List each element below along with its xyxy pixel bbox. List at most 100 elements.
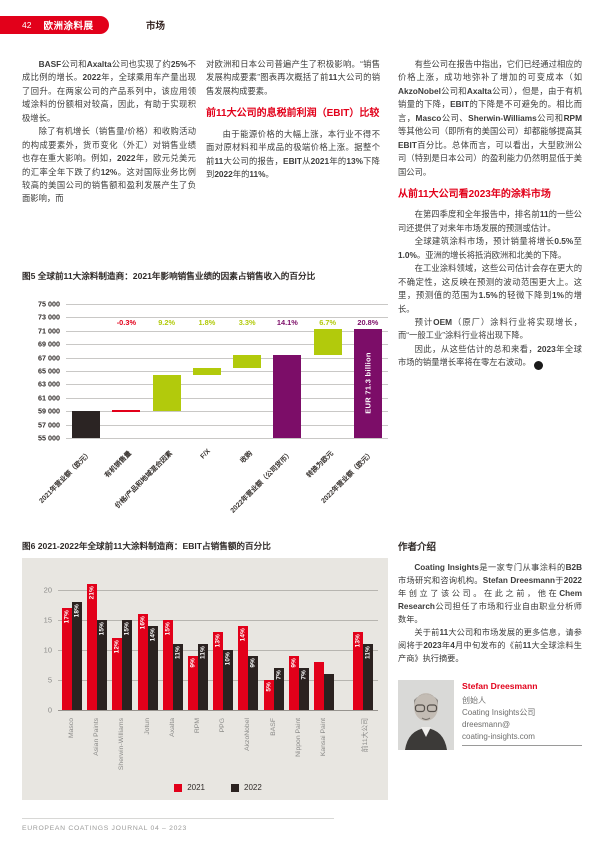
- fig6-xtick-label: BASF: [269, 718, 277, 736]
- fig6-bar-label: 12%: [113, 640, 121, 654]
- fig5-canvas: 75 000 73 000 71 000 69 000 67 000 65 000 63 0…: [22, 288, 388, 515]
- fig6-legend-swatch-2022: [231, 783, 239, 792]
- fig5-gridline: [66, 424, 388, 426]
- end-of-article-icon: ◀: [533, 360, 549, 370]
- paragraph: 在工业涂料领域，这些公司估计会存在更大的不确定性，这反映在预测的波动范围更大上。…: [398, 263, 582, 314]
- fig6-bar-2021: 9%: [188, 656, 198, 710]
- fig5-bar: [112, 410, 141, 413]
- fig5-gridline: [66, 384, 388, 386]
- footer-journal-label: EUROPEAN COATINGS JOURNAL 04 – 2023: [22, 825, 188, 832]
- author-card: Stefan Dreesmann 创始人 Coating Insights公司 …: [398, 679, 582, 750]
- fig6-ytick: 0: [47, 705, 52, 715]
- fig5-ytick: 69 000: [38, 339, 60, 349]
- fig6-bar-2021: 13%: [213, 632, 224, 710]
- paragraph: 全球建筑涂料市场，预计销量将增长0.5%至1.0%。亚洲的增长将抵消欧洲和北美的…: [398, 236, 582, 260]
- fig6-xtick-label: RPM: [194, 718, 201, 734]
- author-email-domain[interactable]: coating-insights.com: [462, 731, 582, 747]
- figure6: 图6 2021-2022年全球前11大涂料制造商：EBIT占销售额的百分比 0 5…: [22, 540, 388, 800]
- fig6-bar-2021: 16%: [137, 614, 148, 710]
- fig5-gridline: [66, 411, 388, 413]
- paragraph: Coating Insights是一家专门从事涂料的B2B市场研究和咨询机构。S…: [398, 563, 582, 624]
- fig6-bar-2022: 7%: [273, 668, 284, 710]
- author-email-user[interactable]: dreesmann@: [462, 720, 511, 730]
- fig5-ytick: 73 000: [38, 312, 60, 322]
- fig5-bar-value-label: EUR 71.3 billion: [363, 352, 373, 415]
- heading-2023-outlook: 从前11大公司看2023年的涂料市场: [398, 188, 551, 200]
- fig6-bar-2021: 14%: [238, 626, 249, 710]
- section-title: 欧洲涂料展: [43, 21, 94, 32]
- fig6-bar-label: 16%: [139, 616, 147, 630]
- footer-rule: [22, 818, 334, 819]
- fig5-gridline: [66, 317, 388, 319]
- fig6-panel: 0 5 10 15 20 17% 18% Masco 21% 15% Asian Paints 12%…: [22, 558, 388, 800]
- fig6-xtick-label: AkzoNobel: [244, 718, 252, 751]
- author-contact: Stefan Dreesmann 创始人 Coating Insights公司 …: [462, 680, 582, 750]
- fig5-bar: [72, 411, 101, 438]
- fig6-bar-label: 13%: [214, 634, 222, 648]
- paragraph: 由于能源价格的大幅上涨，本行业不得不面对原材料和半成品的极端价格上涨。据整个前1…: [206, 128, 380, 180]
- text-column-2: 对欧洲和日本公司普遍产生了积极影响。“销售发展构成要素”图表再次概括了前11大公…: [206, 58, 380, 182]
- fig6-bar-2022: 15%: [122, 620, 133, 710]
- author-heading: 作者介绍: [398, 542, 437, 553]
- fig6-bar-label: 21%: [88, 586, 96, 600]
- author-company: Coating Insights公司: [462, 708, 536, 718]
- fig6-legend: 2021 2022: [58, 783, 378, 792]
- fig6-bar-2022: 11%: [198, 644, 208, 710]
- fig6-bar-2021: 17%: [62, 608, 72, 710]
- fig5-pct-label: 6.7%: [319, 318, 337, 327]
- fig6-bar-label: 7%: [300, 670, 308, 680]
- fig5-bar: [152, 375, 181, 412]
- fig6-canvas: 0 5 10 15 20 17% 18% Masco 21% 15% Asian Paints 12%…: [32, 568, 378, 800]
- fig6-bar-label: 14%: [239, 628, 247, 642]
- text-column-3: 有些公司在报告中指出，它们已经通过相应的价格上涨，成功地弥补了增加的可变成本（如…: [398, 58, 582, 370]
- fig6-legend-label: 2022: [244, 783, 262, 792]
- fig6-xtick-label: Asian Paints: [93, 718, 101, 756]
- author-name: Stefan Dreesmann: [462, 680, 538, 691]
- page-number: 42: [22, 20, 32, 30]
- fig6-bar-label: 9%: [290, 658, 298, 668]
- paragraph: 对欧洲和日本公司普遍产生了积极影响。“销售发展构成要素”图表再次概括了前11大公…: [206, 59, 380, 96]
- fig6-bar-2021: 21%: [87, 584, 98, 710]
- fig6-bar-2021: 13%: [353, 632, 364, 710]
- fig5-ytick: 57 000: [38, 420, 60, 430]
- paragraph: BASF公司和Axalta公司也实现了约25%不成比例的增长。2022年，全球乘…: [22, 59, 196, 123]
- fig6-gridline: [58, 620, 378, 621]
- fig5-ytick: 67 000: [38, 353, 60, 363]
- fig6-xtick-label: Jotun: [143, 718, 151, 735]
- fig6-bar-2021: [314, 662, 324, 710]
- figure6-title: 图6 2021-2022年全球前11大涂料制造商：EBIT占销售额的百分比: [22, 541, 271, 551]
- fig6-legend-label: 2021: [187, 783, 205, 792]
- fig6-bar-2022: 14%: [147, 626, 158, 710]
- fig6-bar-2022: 7%: [298, 668, 309, 710]
- paragraph: 关于前11大公司和市场发展的更多信息，请参阅将于2023年4月中旬发布的《前11…: [398, 627, 582, 663]
- fig5-bar: [192, 367, 221, 375]
- fig6-bar-label: 10%: [224, 652, 232, 666]
- fig6-xtick-label: Nippon Paint: [294, 718, 302, 757]
- fig5-gridline: [66, 397, 388, 399]
- fig5-gridline: [66, 357, 388, 359]
- fig5-pct-label: 20.8%: [357, 318, 379, 327]
- paragraph: 除了有机增长（销售量/价格）和收购活动的构成要素外，货币变化（外汇）对销售业绩也…: [22, 126, 196, 204]
- fig6-xtick-label: PPG: [219, 718, 227, 733]
- fig6-bar-2021: 12%: [112, 638, 123, 710]
- fig6-bar-label: 5%: [265, 682, 273, 692]
- text-column-1: BASF公司和Axalta公司也实现了约25%不成比例的增长。2022年，全球乘…: [22, 58, 196, 206]
- fig6-xtick-label: Kansai Paint: [320, 718, 327, 757]
- fig5-ytick: 61 000: [38, 393, 60, 403]
- fig5-ytick: 71 000: [38, 326, 60, 336]
- fig6-bar-2022: 9%: [248, 656, 259, 710]
- fig6-bar-label: 15%: [164, 622, 172, 636]
- fig6-bar-label: 11%: [174, 646, 182, 660]
- fig6-bar-label: 7%: [275, 670, 283, 680]
- fig6-bar-2021: 5%: [263, 680, 274, 710]
- fig5-ytick: 55 000: [38, 433, 60, 443]
- figure5: 图5 全球前11大涂料制造商：2021年影响销售业绩的因素占销售收入的百分比 7…: [22, 270, 388, 515]
- fig5-bar: [273, 355, 302, 438]
- page-header-badge: 42 欧洲涂料展: [0, 16, 110, 34]
- fig5-ytick: 59 000: [38, 406, 60, 416]
- fig5-pct-label: 14.1%: [276, 318, 298, 327]
- fig5-pct-label: 3.3%: [238, 318, 256, 327]
- fig6-ytick: 5: [47, 675, 52, 685]
- fig6-bar-label: 18%: [73, 604, 81, 618]
